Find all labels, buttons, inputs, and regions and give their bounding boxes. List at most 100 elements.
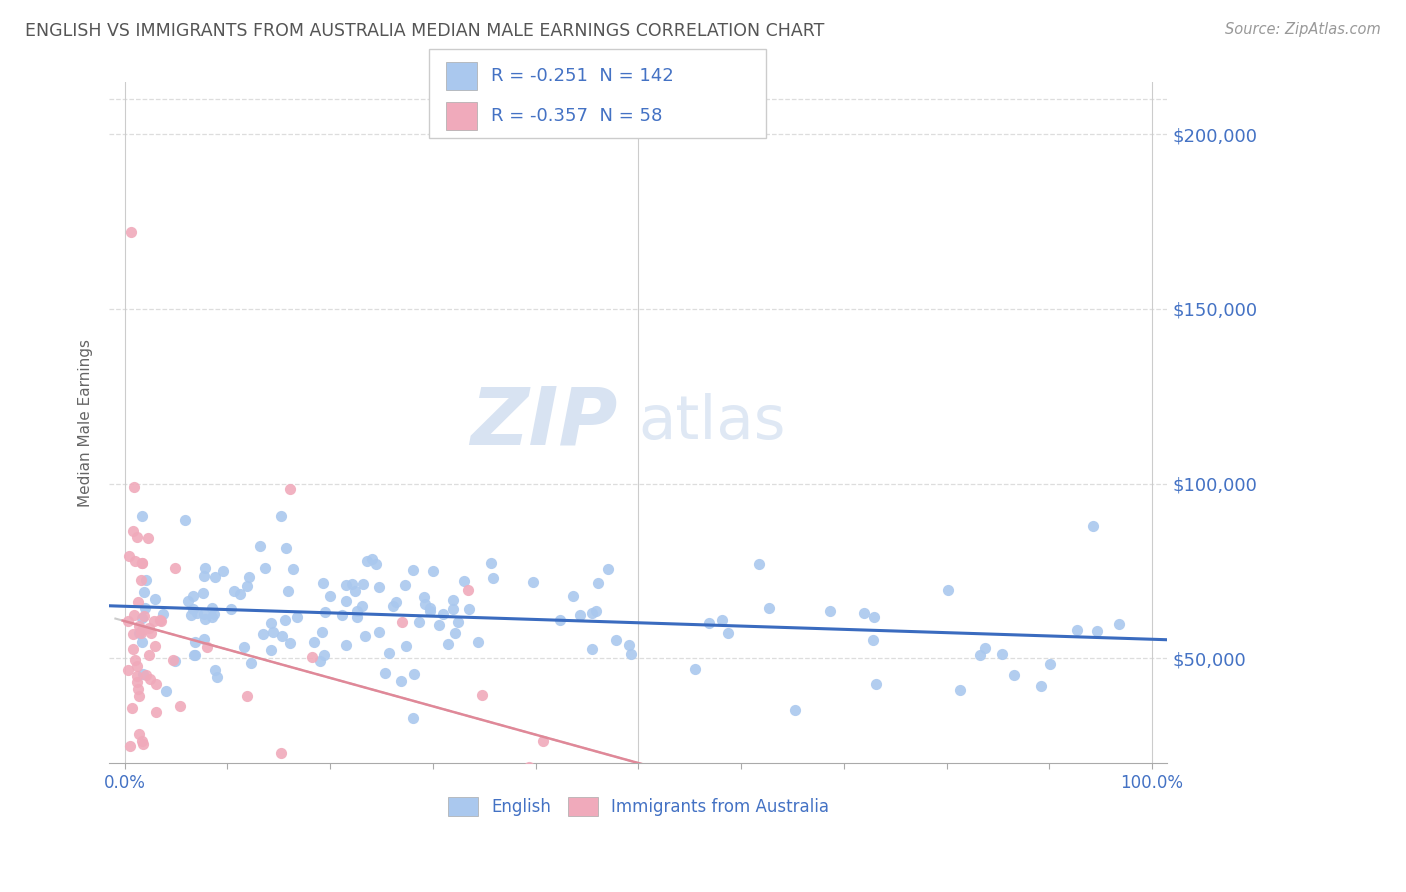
Point [211,564,233,578]
Point [120,225,142,239]
Point [395,639,418,653]
Point [447,615,470,629]
Point [343,584,366,599]
Point [1108,616,1130,631]
Point [432,607,454,621]
Point [783,702,806,716]
Point [131,508,153,523]
Point [408,615,430,629]
Point [427,617,450,632]
Point [969,648,991,662]
Point [131,667,153,681]
Point [143,639,166,653]
Point [586,576,609,591]
Point [238,570,260,584]
Point [368,580,391,594]
Point [374,666,396,681]
Point [441,593,464,607]
Point [568,607,591,622]
Point [193,632,215,646]
Point [131,635,153,649]
Point [138,531,160,545]
Point [135,668,157,682]
Point [340,577,363,591]
Point [177,593,200,607]
Point [364,558,387,572]
Point [143,592,166,607]
Point [467,635,489,649]
Point [346,604,368,618]
Point [277,584,299,599]
Point [314,605,336,619]
Point [236,689,259,703]
Point [150,614,173,628]
Point [152,607,174,622]
Point [145,705,167,719]
Point [236,579,259,593]
Point [391,615,413,629]
Point [127,595,149,609]
Point [312,575,335,590]
Point [413,590,436,604]
Point [335,639,357,653]
Point [194,612,217,626]
Point [118,739,141,753]
Point [441,601,464,615]
Point [457,583,479,598]
Point [149,613,172,627]
Point [444,626,467,640]
Point [865,677,887,691]
Point [165,654,187,668]
Point [193,568,215,582]
Point [1066,623,1088,637]
Point [181,589,204,603]
Point [274,613,297,627]
Point [402,563,425,577]
Point [581,641,603,656]
Point [991,647,1014,661]
Point [127,681,149,696]
Point [121,524,143,538]
Point [479,556,502,570]
Point [138,648,160,662]
Point [134,573,156,587]
Point [219,601,242,615]
Point [132,585,155,599]
Point [302,635,325,649]
Point [138,672,160,686]
Point [368,625,391,640]
Point [145,676,167,690]
Point [224,584,246,599]
Point [117,614,139,628]
Point [142,614,165,628]
Text: atlas: atlas [638,393,786,452]
Point [612,774,634,789]
Point [122,608,145,623]
Text: R = -0.251  N = 142: R = -0.251 N = 142 [491,67,673,85]
Point [605,632,627,647]
Point [697,615,720,630]
Point [131,623,153,637]
Point [683,662,706,676]
Point [453,574,475,588]
Point [262,624,284,639]
Point [389,674,412,689]
Point [128,690,150,704]
Point [419,601,441,615]
Point [404,667,426,681]
Point [413,597,436,611]
Point [311,625,333,640]
Point [129,625,152,640]
Point [330,608,353,623]
Point [195,640,218,655]
Point [598,562,620,576]
Point [180,608,202,623]
Point [627,798,650,813]
Text: ENGLISH VS IMMIGRANTS FROM AUSTRALIA MEDIAN MALE EARNINGS CORRELATION CHART: ENGLISH VS IMMIGRANTS FROM AUSTRALIA MED… [25,22,825,40]
Point [515,798,537,813]
Point [471,689,494,703]
Point [710,613,733,627]
Point [378,646,401,660]
Point [174,513,197,527]
Point [205,670,228,684]
